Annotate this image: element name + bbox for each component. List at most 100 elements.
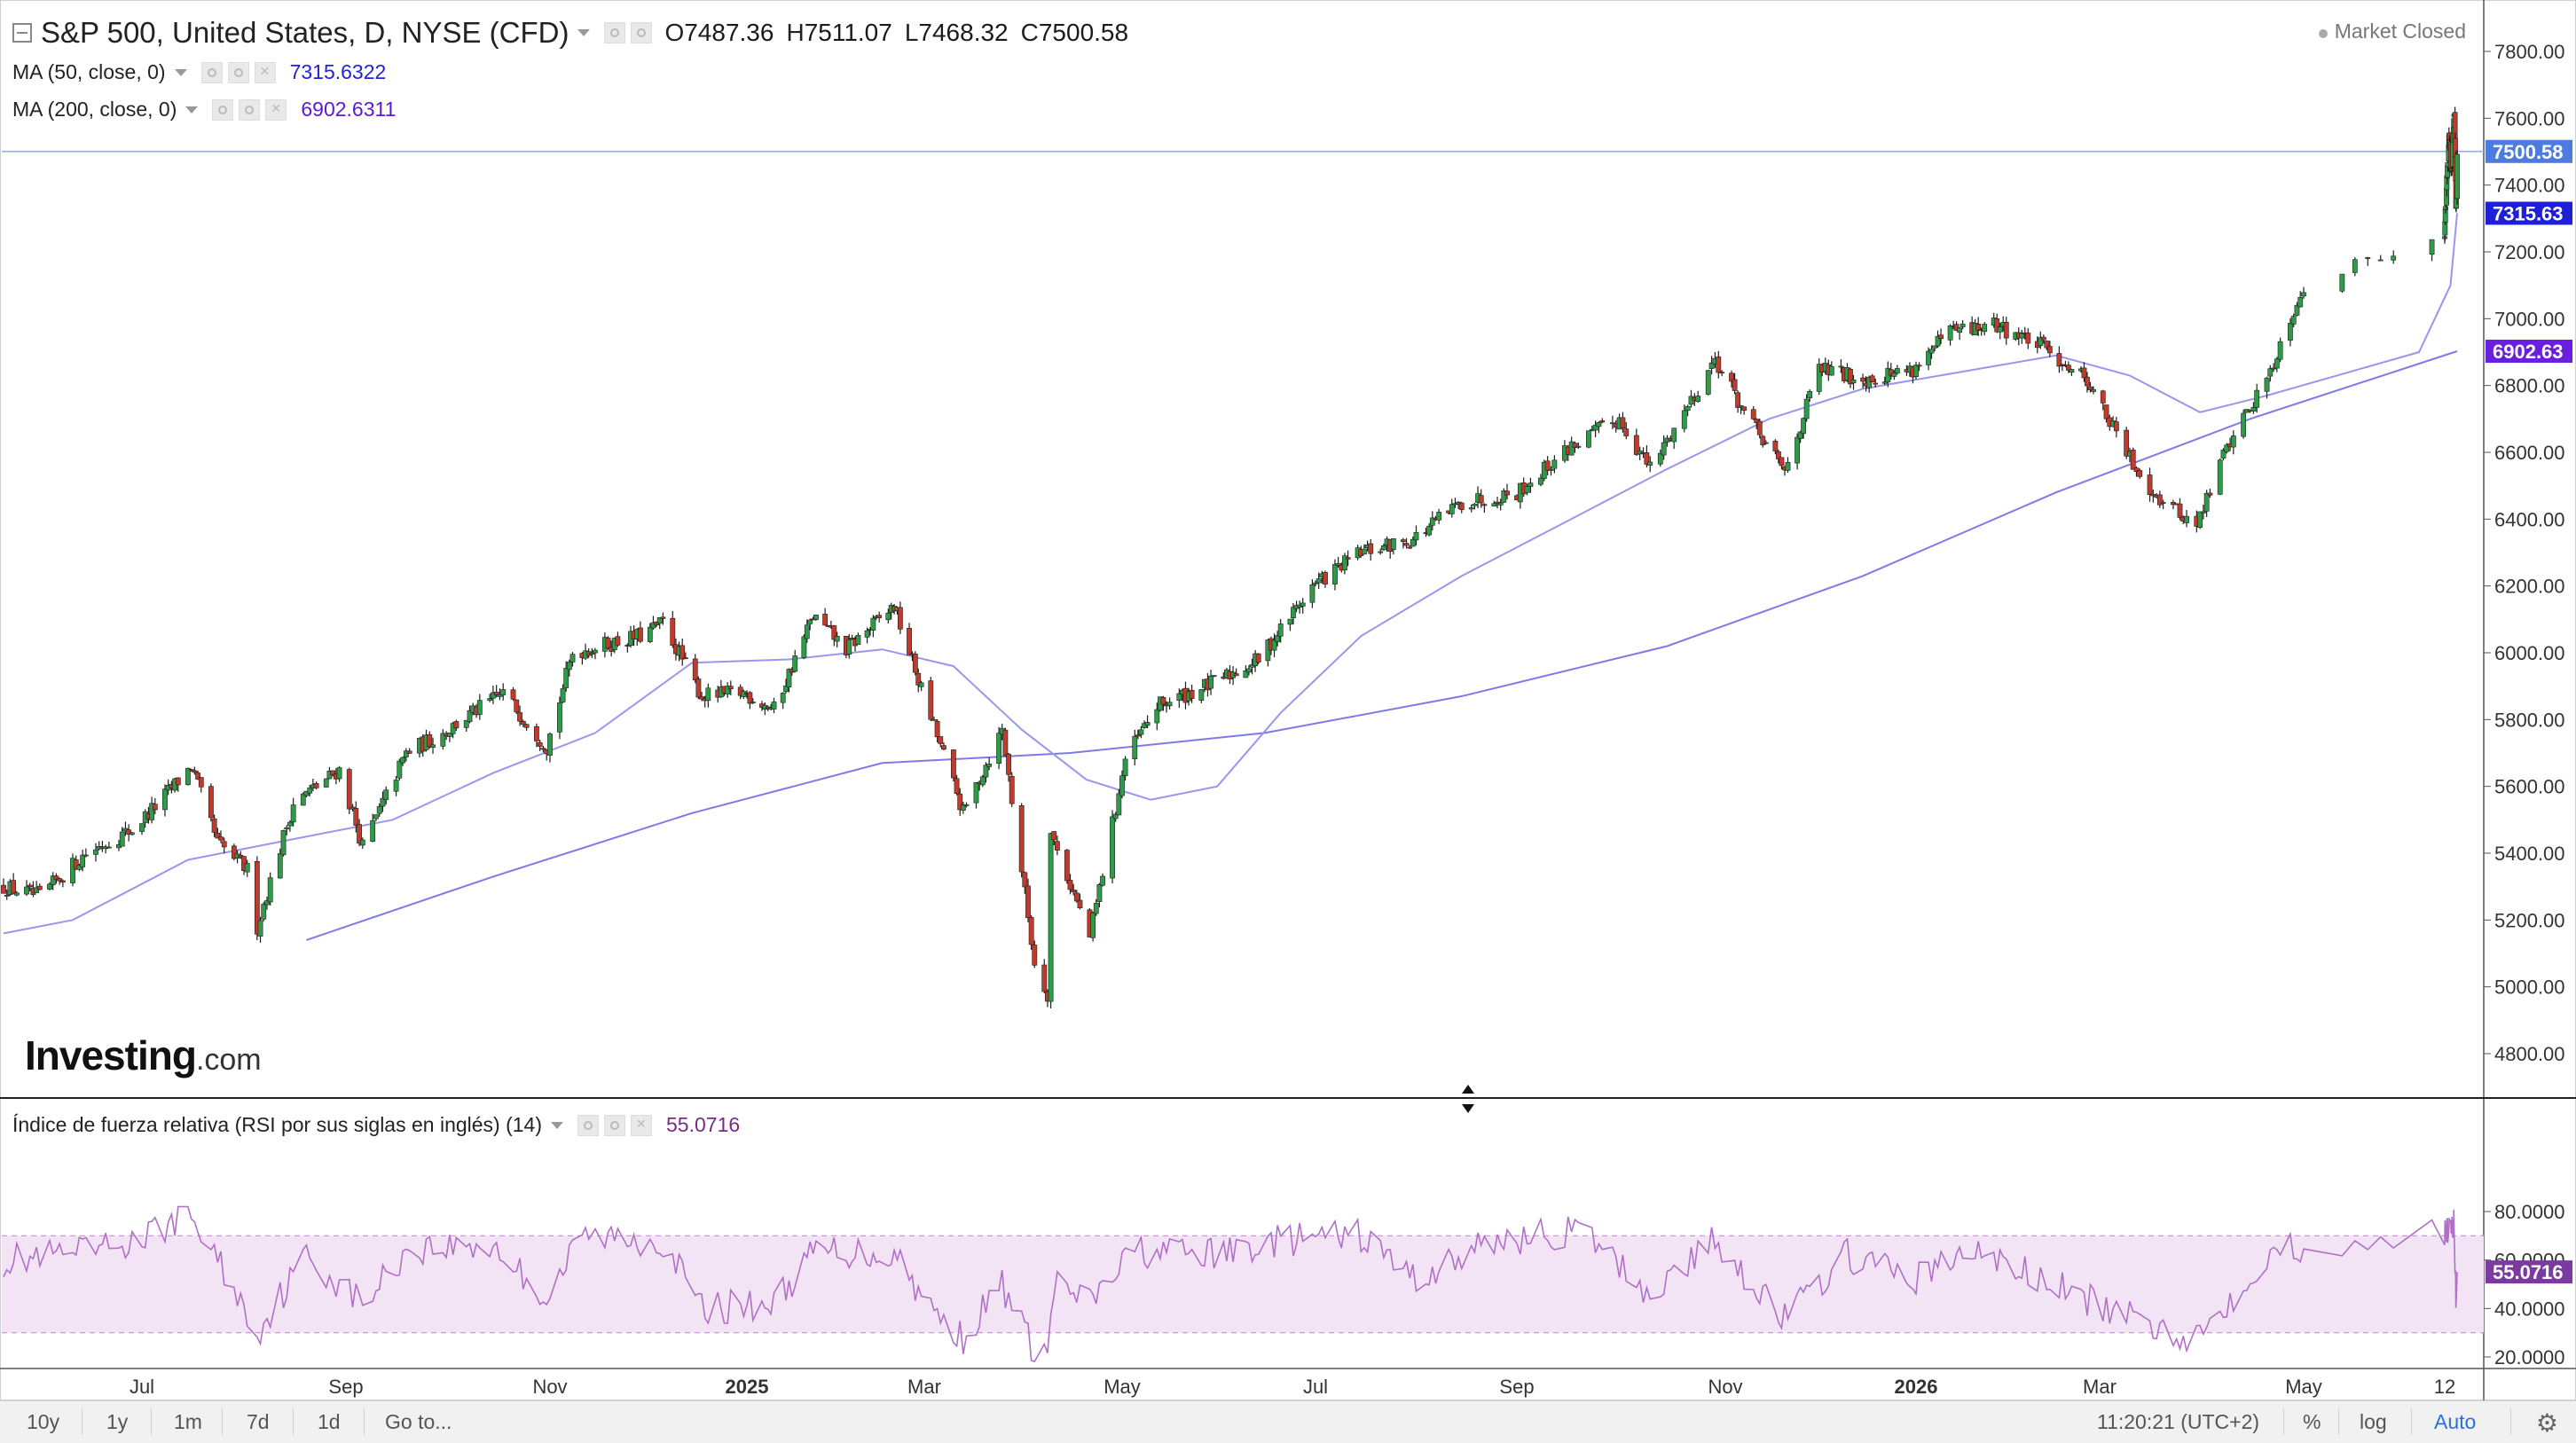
chevron-down-icon[interactable] xyxy=(174,68,187,76)
close-icon[interactable] xyxy=(631,1114,653,1136)
candle-up xyxy=(1705,370,1711,395)
close-icon[interactable] xyxy=(265,98,287,121)
ma200-legend[interactable]: MA (200, close, 0) 6902.6311 xyxy=(12,98,396,122)
resize-down-icon[interactable] xyxy=(1462,1104,1474,1113)
candle-down xyxy=(1741,406,1747,411)
candle-up xyxy=(2339,273,2345,292)
candle-down xyxy=(2066,365,2071,371)
gear-icon[interactable] xyxy=(239,98,261,121)
candle-up xyxy=(287,821,293,827)
candle-down xyxy=(1407,546,1413,549)
candle-up xyxy=(1390,538,1396,550)
candle-up xyxy=(705,687,711,702)
candle-up xyxy=(303,790,310,796)
candle-up xyxy=(2069,369,2075,373)
candle-down xyxy=(510,689,516,700)
ma50-legend[interactable]: MA (50, close, 0) 7315.6322 xyxy=(12,60,386,84)
gear-icon[interactable] xyxy=(227,61,249,83)
candle-down xyxy=(1032,945,1038,966)
candle-down xyxy=(1028,917,1034,945)
range-1y-button[interactable]: 1y xyxy=(106,1410,129,1433)
candle-up xyxy=(1309,584,1315,603)
candle-down xyxy=(1756,420,1763,435)
log-toggle[interactable]: log xyxy=(2360,1410,2387,1433)
candle-up xyxy=(2277,341,2283,360)
candle-up xyxy=(13,892,20,896)
candle-up xyxy=(1275,635,1281,642)
candle-down xyxy=(36,885,43,890)
range-7d-button[interactable]: 7d xyxy=(247,1410,270,1433)
gear-icon[interactable] xyxy=(631,22,653,43)
chevron-down-icon[interactable] xyxy=(577,29,591,36)
range-10y-button[interactable]: 10y xyxy=(27,1410,60,1433)
rsi-y-tick-label: 20.0000 xyxy=(2494,1346,2565,1368)
candle-up xyxy=(647,626,653,642)
candle-up xyxy=(560,688,566,702)
settings-gear-icon[interactable]: ⚙ xyxy=(2535,1409,2558,1437)
eye-icon[interactable] xyxy=(200,61,223,83)
candle-up xyxy=(1528,482,1534,487)
candle-down xyxy=(1938,334,1944,340)
candle-down xyxy=(357,824,362,844)
candle-down xyxy=(699,696,704,700)
candle-up xyxy=(1647,461,1653,466)
candle-up xyxy=(497,694,503,697)
candle-up xyxy=(1803,398,1810,420)
candle-down xyxy=(313,783,319,788)
candle-up xyxy=(563,668,569,688)
candle-down xyxy=(1644,452,1650,465)
candle-down xyxy=(2124,429,2130,457)
candle-down xyxy=(938,736,944,744)
candle-up xyxy=(290,804,296,823)
close-icon[interactable] xyxy=(254,61,276,83)
y-tick-label: 6200.00 xyxy=(2494,576,2565,598)
collapse-icon[interactable] xyxy=(12,23,32,43)
toolbar-divider xyxy=(222,1408,223,1435)
candle-up xyxy=(1246,668,1252,673)
eye-icon[interactable] xyxy=(604,22,626,43)
candle-up xyxy=(1671,427,1677,443)
chart-title: S&P 500, United States, D, NYSE (CFD) xyxy=(41,16,569,49)
candle-down xyxy=(1860,377,1865,382)
range-1m-button[interactable]: 1m xyxy=(174,1410,202,1433)
eye-icon[interactable] xyxy=(577,1114,600,1136)
chevron-down-icon[interactable] xyxy=(551,1121,564,1129)
candle-up xyxy=(1198,688,1205,701)
candle-up xyxy=(1122,758,1128,777)
toolbar-divider xyxy=(364,1408,365,1435)
candle-up xyxy=(162,788,168,811)
gear-icon[interactable] xyxy=(604,1114,626,1136)
candle-down xyxy=(1009,775,1015,804)
candle-up xyxy=(973,781,979,804)
chevron-down-icon[interactable] xyxy=(185,106,199,114)
eye-icon[interactable] xyxy=(212,98,234,121)
resize-up-icon[interactable] xyxy=(1462,1085,1474,1094)
candle-up xyxy=(1548,469,1554,471)
candle-up xyxy=(1708,362,1715,369)
candle-down xyxy=(1077,899,1083,908)
candle-up xyxy=(129,832,135,835)
candle-up xyxy=(1315,578,1322,584)
auto-scale-toggle[interactable]: Auto xyxy=(2434,1410,2477,1433)
candle-up xyxy=(1661,442,1667,456)
candle-down xyxy=(2207,492,2213,496)
ohlc-open: O7487.36 xyxy=(664,19,774,46)
candle-up xyxy=(1362,548,1367,555)
candle-up xyxy=(2454,153,2460,200)
candle-up xyxy=(589,652,595,655)
candle-down xyxy=(1233,673,1239,677)
goto-button[interactable]: Go to... xyxy=(385,1410,452,1433)
candle-down xyxy=(1572,443,1578,448)
candle-up xyxy=(2091,388,2096,392)
clock-readout[interactable]: 11:20:21 (UTC+2) xyxy=(2097,1410,2260,1433)
y-tick-label: 5800.00 xyxy=(2494,709,2565,731)
candle-up xyxy=(780,693,786,703)
range-1d-button[interactable]: 1d xyxy=(318,1410,341,1433)
candle-up xyxy=(569,654,576,663)
rsi-legend[interactable]: Índice de fuerza relativa (RSI por sus s… xyxy=(12,1113,740,1137)
percent-toggle[interactable]: % xyxy=(2303,1410,2321,1433)
y-tick-label: 7200.00 xyxy=(2494,241,2565,263)
candle-up xyxy=(2254,389,2260,408)
candle-up xyxy=(771,702,777,710)
